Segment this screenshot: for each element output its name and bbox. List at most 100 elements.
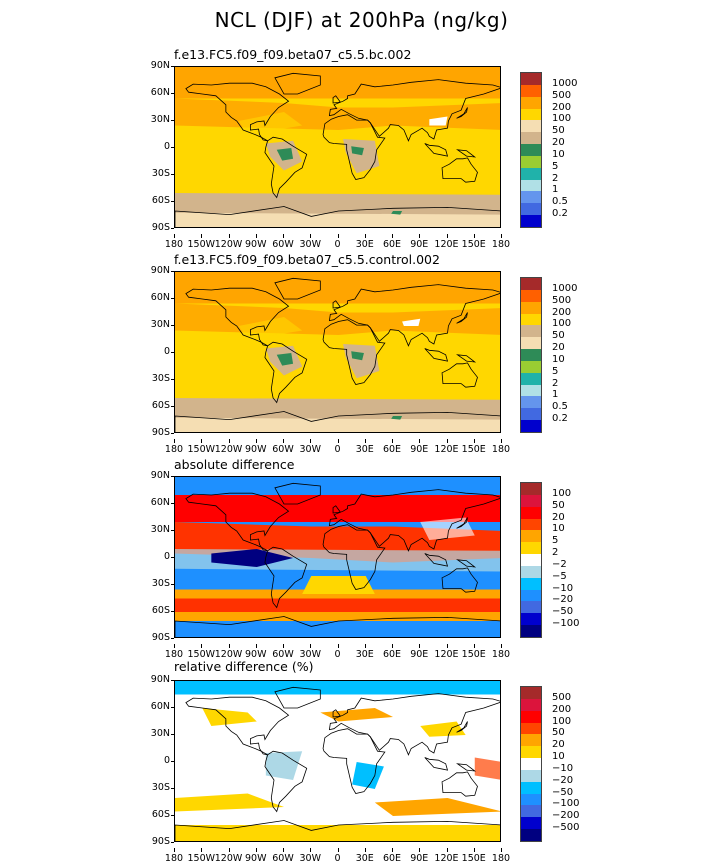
colorbar-label: 50 xyxy=(552,499,565,511)
x-tick-mark xyxy=(228,644,230,648)
colorbar-label: 100 xyxy=(552,715,572,727)
coastline xyxy=(322,319,386,385)
x-tick-mark xyxy=(228,439,230,443)
colorbar-label: 5 xyxy=(552,365,559,377)
y-tick-label: 0 xyxy=(163,346,170,357)
x-tick-label: 30E xyxy=(355,444,374,455)
x-tick-label: 150E xyxy=(461,853,486,864)
colorbar-swatch xyxy=(521,805,541,818)
x-tick-mark xyxy=(337,644,339,648)
y-tick-mark xyxy=(171,842,174,843)
colorbar-swatch xyxy=(521,325,541,338)
panel-subtitle: relative difference (%) xyxy=(174,659,314,674)
colorbar xyxy=(520,686,542,842)
y-tick-label: 30N xyxy=(150,524,170,535)
x-tick-mark xyxy=(201,644,203,648)
coastline xyxy=(332,300,342,309)
x-tick-mark xyxy=(201,234,203,238)
contour-region xyxy=(175,380,500,403)
coastline xyxy=(332,95,342,104)
y-tick-mark xyxy=(171,228,174,229)
colorbar-swatch xyxy=(521,483,541,495)
x-tick-label: 180 xyxy=(491,853,511,864)
colorbar-label: −20 xyxy=(552,594,574,606)
coastline xyxy=(441,567,478,593)
colorbar-swatch xyxy=(521,313,541,326)
x-tick-mark xyxy=(201,848,203,852)
colorbar-swatch xyxy=(521,396,541,409)
coastline xyxy=(264,136,308,199)
y-tick-mark xyxy=(171,271,174,272)
contour-region xyxy=(391,416,403,420)
coastline xyxy=(456,107,468,119)
colorbar-swatch xyxy=(521,722,541,735)
colorbar-label: −20 xyxy=(552,774,574,786)
contour-region xyxy=(175,272,500,304)
coastline xyxy=(455,559,477,568)
x-tick-label: 120W xyxy=(214,649,243,660)
colorbar-label: −50 xyxy=(552,606,574,618)
panel-subtitle: f.e13.FC5.f09_f09.beta07_c5.5.control.00… xyxy=(174,252,440,267)
x-tick-label: 30W xyxy=(299,853,321,864)
x-tick-label: 150W xyxy=(187,853,216,864)
colorbar-swatch xyxy=(521,191,541,204)
x-tick-mark xyxy=(473,234,475,238)
x-tick-mark xyxy=(337,439,339,443)
x-tick-label: 60W xyxy=(272,239,294,250)
x-tick-mark xyxy=(174,848,175,852)
colorbar-label: 20 xyxy=(552,511,565,523)
coastline xyxy=(175,616,500,637)
coastline xyxy=(441,771,478,797)
colorbar-swatch xyxy=(521,84,541,97)
contour-region xyxy=(402,318,421,326)
colorbar-swatch xyxy=(521,289,541,302)
contour-region xyxy=(351,351,364,361)
x-tick-label: 90E xyxy=(410,444,429,455)
colorbar-label: 50 xyxy=(552,125,565,137)
colorbar-swatch xyxy=(521,746,541,759)
x-tick-mark xyxy=(392,848,393,852)
contour-region xyxy=(474,757,500,780)
x-tick-label: 30E xyxy=(355,649,374,660)
x-tick-label: 60W xyxy=(272,444,294,455)
colorbar-swatch xyxy=(521,337,541,350)
y-tick-mark xyxy=(171,638,174,639)
coastline xyxy=(328,489,500,552)
colorbar-swatch xyxy=(521,530,541,543)
colorbar-swatch xyxy=(521,758,541,770)
coastline xyxy=(456,721,468,733)
colorbar-label: 10 xyxy=(552,523,565,535)
colorbar-swatch xyxy=(521,132,541,145)
coastline xyxy=(441,362,478,388)
coastline xyxy=(455,354,477,363)
colorbar xyxy=(520,482,542,638)
x-tick-label: 180 xyxy=(164,239,184,250)
y-tick-mark xyxy=(171,325,174,326)
x-tick-mark xyxy=(501,439,502,443)
contour-region xyxy=(265,751,303,780)
colorbar-swatch xyxy=(521,215,541,227)
y-tick-label: 30S xyxy=(151,782,170,793)
x-tick-label: 180 xyxy=(164,853,184,864)
y-tick-label: 90N xyxy=(150,60,170,71)
x-tick-label: 120E xyxy=(434,239,459,250)
contour-region xyxy=(175,212,500,227)
y-tick-mark xyxy=(171,174,174,175)
contour-region xyxy=(429,116,448,126)
x-tick-label: 90W xyxy=(245,239,267,250)
colorbar-label: 2 xyxy=(552,547,559,559)
colorbar-swatch xyxy=(521,203,541,216)
x-tick-mark xyxy=(364,234,366,238)
coastline xyxy=(322,114,386,180)
x-tick-mark xyxy=(364,644,366,648)
x-tick-label: 30W xyxy=(299,649,321,660)
y-tick-label: 60S xyxy=(151,809,170,820)
y-tick-mark xyxy=(171,298,174,299)
y-tick-mark xyxy=(171,433,174,434)
field-background xyxy=(175,681,500,841)
x-tick-label: 180 xyxy=(491,649,511,660)
coastline xyxy=(264,341,308,404)
colorbar-label: −200 xyxy=(552,810,580,822)
y-tick-label: 0 xyxy=(163,551,170,562)
colorbar-label: 2 xyxy=(552,172,559,184)
